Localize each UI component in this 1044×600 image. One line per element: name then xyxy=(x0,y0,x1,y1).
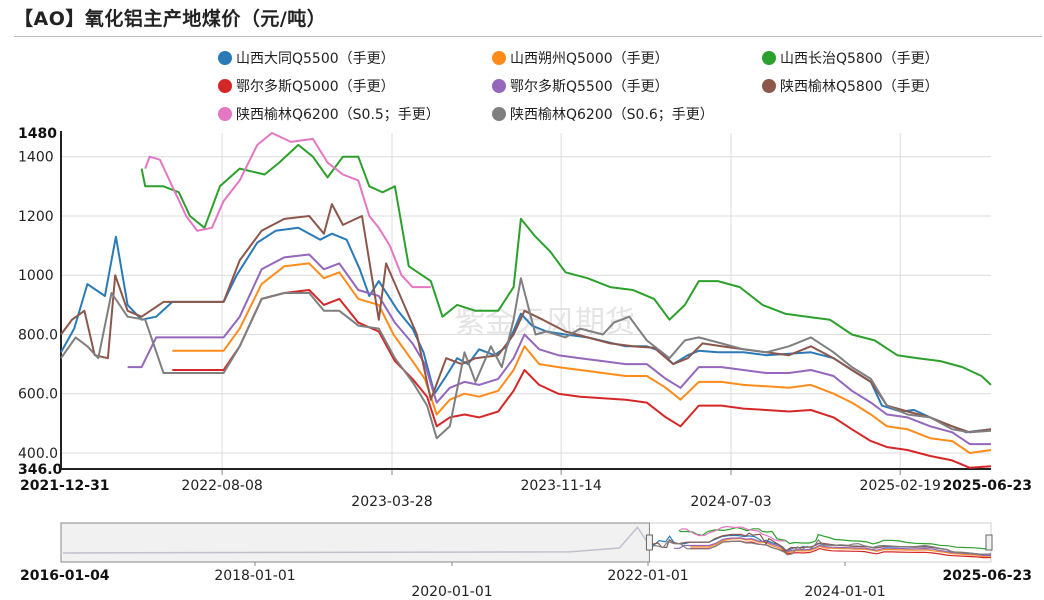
x-tick-label: 2025-02-19 xyxy=(860,478,941,494)
series-line[interactable] xyxy=(140,143,992,386)
series-line[interactable] xyxy=(172,289,992,469)
range-handle[interactable] xyxy=(645,534,653,551)
legend-marker-icon xyxy=(492,51,506,65)
legend-marker-icon xyxy=(218,51,232,65)
legend-marker-icon xyxy=(762,51,776,65)
y-tick-label: 800.0 xyxy=(18,327,58,343)
navigator-series-line xyxy=(680,525,786,542)
navigator-series-line xyxy=(673,537,991,556)
y-tick-label: 346.0 xyxy=(18,462,63,478)
legend: 山西大同Q5500（手更） 山西朔州Q5000（手更） 山西长治Q5800（手更） 鄂… xyxy=(0,44,1044,126)
y-tick-label: 1480 xyxy=(18,126,57,142)
navigator-tick-label: 2020-01-01 xyxy=(411,584,492,600)
x-tick-label: 2023-03-28 xyxy=(351,494,432,510)
legend-label: 鄂尔多斯Q5000（手更） xyxy=(236,79,395,95)
legend-item[interactable]: 鄂尔多斯Q5500（手更） xyxy=(492,76,669,96)
legend-item[interactable]: 陕西榆林Q6200（S0.5；手更） xyxy=(218,104,440,124)
x-tick-label: 2023-11-14 xyxy=(520,478,601,494)
legend-item[interactable]: 陕西榆林Q5800（手更） xyxy=(762,76,939,96)
navigator-tick-label: 2022-01-01 xyxy=(607,568,688,584)
legend-item[interactable]: 山西朔州Q5000（手更） xyxy=(492,48,669,68)
legend-item[interactable]: 山西大同Q5500（手更） xyxy=(218,48,395,68)
legend-label: 鄂尔多斯Q5500（手更） xyxy=(510,79,669,95)
legend-marker-icon xyxy=(218,79,232,93)
navigator-tick-label: 2024-01-01 xyxy=(804,584,885,600)
y-tick-label: 600.0 xyxy=(18,387,58,403)
y-tick-label: 1000 xyxy=(18,268,54,284)
navigator-series-line xyxy=(678,526,992,551)
legend-label: 山西朔州Q5000（手更） xyxy=(510,51,669,67)
navigator-unselected-mask xyxy=(60,522,650,563)
title-divider xyxy=(14,36,1042,37)
range-handle[interactable] xyxy=(985,534,993,551)
x-tick-label: 2024-07-03 xyxy=(690,494,771,510)
navigator-tick-label: 2025-06-23 xyxy=(942,568,1032,584)
navigator-series-line xyxy=(690,537,992,557)
chart-title: 【AO】氧化铝主产地煤价（元/吨） xyxy=(14,8,327,30)
legend-marker-icon xyxy=(492,79,506,93)
legend-item[interactable]: 陕西榆林Q6200（S0.6；手更） xyxy=(492,104,714,124)
navigator-series-line xyxy=(690,540,992,559)
legend-label: 陕西榆林Q5800（手更） xyxy=(780,79,939,95)
series-line[interactable] xyxy=(172,262,992,454)
series-line[interactable] xyxy=(127,253,991,446)
x-tick-label: 2022-08-08 xyxy=(181,478,262,494)
navigator-tick-label: 2018-01-01 xyxy=(214,568,295,584)
x-tick-label: 2021-12-31 xyxy=(20,478,110,494)
series-line[interactable] xyxy=(144,132,431,289)
legend-label: 山西大同Q5500（手更） xyxy=(236,51,395,67)
navigator-tick-label: 2016-01-04 xyxy=(20,568,110,584)
legend-marker-icon xyxy=(218,107,232,121)
y-tick-label: 400.0 xyxy=(18,446,58,462)
legend-marker-icon xyxy=(762,79,776,93)
legend-label: 山西长治Q5800（手更） xyxy=(780,51,939,67)
x-tick-label: 2025-06-23 xyxy=(942,478,1032,494)
navigator-history-line xyxy=(62,526,651,554)
legend-item[interactable]: 鄂尔多斯Q5000（手更） xyxy=(218,76,395,96)
legend-label: 陕西榆林Q6200（S0.6；手更） xyxy=(510,107,714,123)
navigator-series-line xyxy=(649,539,992,556)
legend-item[interactable]: 山西长治Q5800（手更） xyxy=(762,48,939,68)
legend-label: 陕西榆林Q6200（S0.5；手更） xyxy=(236,107,440,123)
series-line[interactable] xyxy=(60,277,992,440)
legend-marker-icon xyxy=(492,107,506,121)
y-tick-label: 1200 xyxy=(18,209,54,225)
y-tick-label: 1400 xyxy=(18,150,54,166)
